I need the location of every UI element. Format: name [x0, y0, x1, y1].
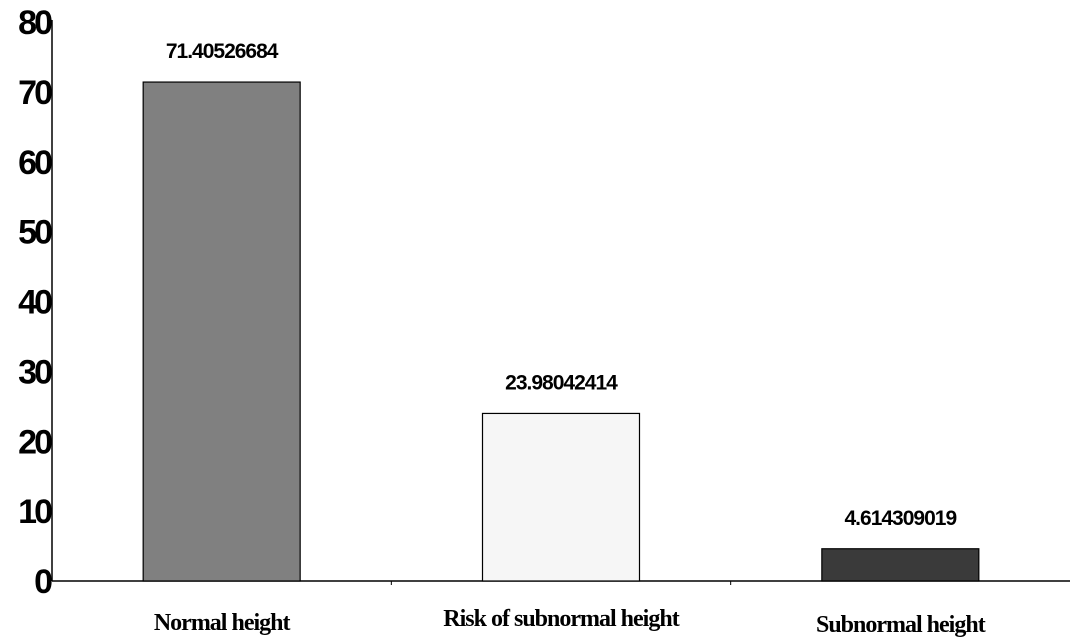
data-label: 23.98042414 — [505, 371, 618, 394]
bar-1 — [142, 81, 301, 582]
y-tick-label: 20 — [18, 423, 52, 461]
y-tick-label: 70 — [18, 74, 52, 112]
bar-2 — [481, 412, 641, 582]
y-tick-label: 50 — [18, 214, 52, 252]
bars — [142, 81, 980, 582]
data-label: 71.40526684 — [166, 40, 279, 63]
x-tick-label: Risk of subnormal height — [443, 606, 679, 632]
data-label: 4.614309019 — [845, 507, 957, 530]
y-tick-label: 80 — [18, 4, 52, 42]
x-axis-category-ticks — [390, 581, 732, 585]
y-tick-label: 0 — [34, 563, 52, 601]
y-tick-label: 30 — [18, 353, 52, 391]
y-axis-ticks: 0 10 20 30 40 50 60 70 80 — [18, 4, 55, 601]
bar-3 — [821, 548, 980, 582]
data-labels: 71.40526684 23.98042414 4.614309019 — [166, 40, 958, 530]
x-axis-labels: Normal height Risk of subnormal height Sub… — [154, 606, 987, 638]
y-tick-label: 60 — [18, 144, 52, 182]
x-tick-label: Normal height — [154, 610, 291, 636]
y-tick-label: 10 — [18, 493, 52, 531]
x-tick-label: Subnormal height — [816, 612, 986, 638]
y-tick-label: 40 — [18, 284, 52, 322]
